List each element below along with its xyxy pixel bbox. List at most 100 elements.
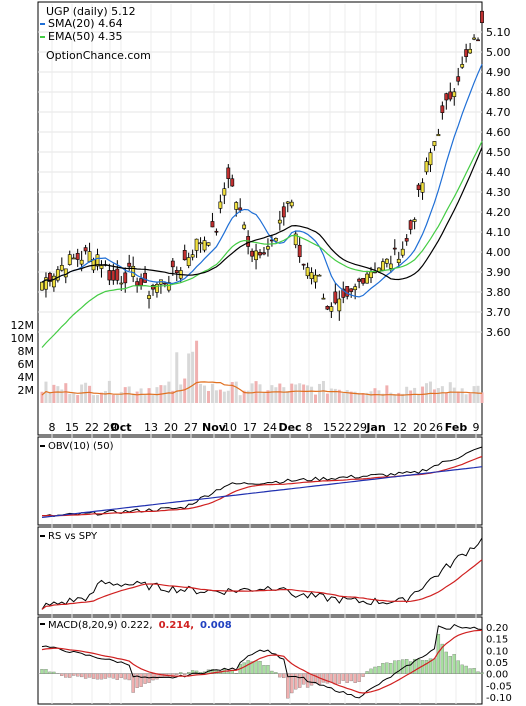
volume-bar: [282, 387, 286, 403]
x-tick-label: 15: [65, 421, 79, 434]
macd-histogram-bar: [135, 673, 139, 688]
candle-body: [353, 286, 358, 291]
candle-body: [222, 188, 227, 196]
macd-tick-label: 0.10: [486, 646, 508, 657]
candle-body: [234, 202, 239, 210]
candle-body: [242, 224, 247, 229]
volume-bar: [135, 391, 139, 403]
macd-histogram-bar: [210, 669, 215, 674]
volume-bar: [321, 381, 325, 403]
volume-bar: [226, 390, 230, 403]
candle-body: [452, 91, 457, 97]
x-tick-label: 8: [306, 421, 313, 434]
volume-bar: [76, 395, 80, 403]
candle-body: [424, 161, 429, 173]
macd-histogram-bar: [333, 673, 337, 685]
candle-body: [357, 278, 362, 282]
candle-body: [301, 263, 306, 266]
macd-histogram-bar: [432, 658, 437, 674]
candle-body: [131, 266, 136, 277]
volume-bar: [480, 392, 484, 403]
candle-body: [333, 291, 338, 304]
price-tick-label: 4.30: [486, 186, 511, 199]
x-tick-label: 27: [184, 421, 198, 434]
price-tick-label: 4.90: [486, 66, 511, 79]
candle-body: [432, 141, 437, 147]
candle-body: [361, 277, 365, 284]
price-tick-label: 3.80: [486, 286, 511, 299]
ema50-line: [41, 141, 483, 348]
volume-bar: [218, 389, 222, 403]
macd-histogram-bar: [76, 673, 80, 677]
volume-bar: [119, 391, 123, 403]
x-tick-label: Jan: [365, 421, 385, 434]
candle-body: [48, 272, 52, 282]
volume-bar: [127, 386, 131, 403]
candle-body: [155, 284, 159, 293]
macd-histogram-bar: [381, 663, 385, 674]
price-tick-label: 4.10: [486, 226, 511, 239]
candle-body: [75, 253, 80, 260]
candle-body: [345, 286, 350, 297]
macd-histogram-bar: [321, 673, 326, 683]
x-tick-label: Oct: [110, 421, 131, 434]
macd-histogram-bar: [365, 671, 369, 674]
volume-bar: [432, 389, 436, 403]
price-tick-label: 3.70: [486, 306, 511, 319]
x-tick-label: 22: [338, 421, 352, 434]
x-tick-label: 9: [473, 421, 480, 434]
x-tick-label: 22: [85, 421, 99, 434]
candle-body: [258, 252, 262, 256]
rs-legend: RS vs SPY: [48, 531, 98, 542]
candle-body: [412, 219, 417, 222]
candle-body: [289, 201, 294, 207]
candle-body: [317, 274, 322, 277]
volume-bar: [325, 393, 329, 403]
candle-body: [369, 271, 373, 279]
candle-body: [416, 184, 421, 190]
volume-bar: [234, 381, 238, 403]
candle-body: [194, 238, 199, 251]
macd-histogram-bar: [143, 673, 147, 684]
candle-body: [55, 269, 60, 281]
price-tick-label: 5.00: [486, 46, 511, 59]
candle-body: [151, 285, 155, 290]
macd-histogram-bar: [274, 672, 278, 674]
candle-body: [51, 275, 56, 288]
volume-bar: [468, 393, 472, 403]
price-tick-label: 3.60: [486, 326, 511, 339]
candle-body: [40, 281, 44, 291]
price-panel: [37, 1, 483, 436]
volume-bar: [464, 394, 468, 403]
candle-body: [226, 167, 231, 179]
candle-body: [472, 37, 476, 40]
volume-bar: [393, 394, 397, 403]
macd-histogram-bar: [309, 673, 314, 686]
volume-bar: [361, 393, 365, 403]
macd-histogram-bar: [480, 672, 484, 674]
candle-body: [325, 306, 330, 310]
volume-bar: [230, 382, 234, 403]
rs-ma-line: [41, 559, 483, 610]
volume-bar: [88, 385, 92, 403]
volume-tick-label: 10M: [11, 332, 35, 345]
macd-histogram-bar: [139, 673, 143, 687]
candle-body: [254, 250, 258, 261]
volume-bar: [413, 387, 417, 403]
volume-bar: [64, 383, 68, 403]
macd-histogram-bar: [52, 671, 56, 674]
x-tick-label: Dec: [278, 421, 301, 434]
macd-histogram-bar: [187, 672, 191, 674]
candle-body: [309, 272, 314, 280]
x-tick-label: 13: [144, 421, 158, 434]
candle-body: [337, 298, 342, 312]
candle-body: [166, 282, 171, 291]
volume-bar: [175, 352, 179, 403]
macd-histogram-bar: [389, 663, 393, 674]
candle-body: [468, 48, 473, 54]
macd-tick-label: -0.10: [486, 693, 512, 704]
candle-body: [349, 288, 354, 292]
volume-bar: [206, 390, 210, 403]
macd-histogram-bar: [83, 673, 88, 679]
candle-body: [297, 244, 302, 258]
